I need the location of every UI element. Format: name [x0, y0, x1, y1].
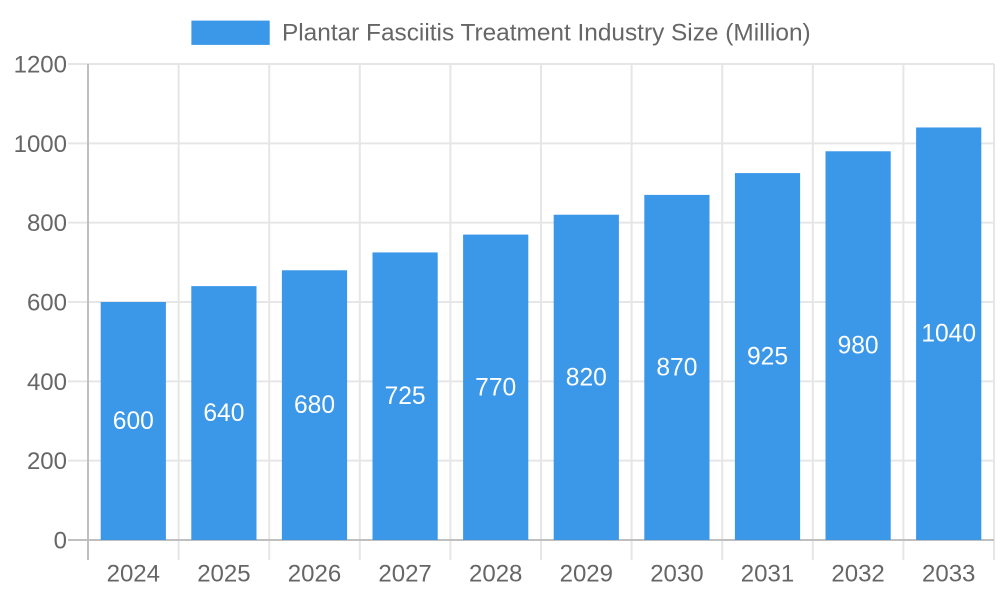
svg-text:2029: 2029 [560, 561, 613, 588]
svg-text:0: 0 [54, 528, 67, 555]
svg-text:2033: 2033 [922, 561, 975, 588]
svg-text:725: 725 [385, 383, 426, 410]
svg-text:640: 640 [203, 400, 244, 427]
svg-text:1040: 1040 [921, 321, 976, 348]
svg-text:770: 770 [475, 374, 516, 401]
svg-text:2030: 2030 [650, 561, 703, 588]
svg-text:2025: 2025 [197, 561, 250, 588]
svg-text:1200: 1200 [14, 52, 67, 79]
svg-text:2032: 2032 [831, 561, 884, 588]
svg-text:400: 400 [27, 369, 67, 396]
svg-text:1000: 1000 [14, 131, 67, 158]
svg-text:820: 820 [566, 364, 607, 391]
svg-text:600: 600 [113, 408, 154, 435]
svg-text:600: 600 [27, 290, 67, 317]
svg-text:870: 870 [656, 354, 697, 381]
svg-text:2024: 2024 [107, 561, 160, 588]
svg-text:Plantar Fasciitis Treatment In: Plantar Fasciitis Treatment Industry Siz… [282, 20, 811, 47]
svg-text:2026: 2026 [288, 561, 341, 588]
svg-text:200: 200 [27, 448, 67, 475]
svg-text:925: 925 [747, 344, 788, 371]
svg-text:800: 800 [27, 210, 67, 237]
svg-text:2031: 2031 [741, 561, 794, 588]
svg-text:680: 680 [294, 392, 335, 419]
svg-text:980: 980 [838, 333, 879, 360]
svg-text:2027: 2027 [378, 561, 431, 588]
svg-text:2028: 2028 [469, 561, 522, 588]
